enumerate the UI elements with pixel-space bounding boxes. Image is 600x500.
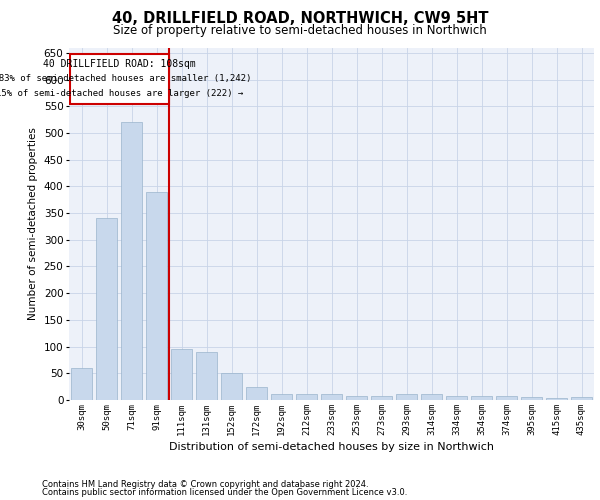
Bar bbox=[121, 122, 142, 400]
Text: Contains public sector information licensed under the Open Government Licence v3: Contains public sector information licen… bbox=[42, 488, 407, 497]
Y-axis label: Number of semi-detached properties: Number of semi-detached properties bbox=[28, 128, 38, 320]
Bar bbox=[296, 394, 317, 400]
Bar bbox=[571, 397, 592, 400]
Bar bbox=[371, 396, 392, 400]
Text: Size of property relative to semi-detached houses in Northwich: Size of property relative to semi-detach… bbox=[113, 24, 487, 37]
Bar bbox=[521, 398, 542, 400]
Bar bbox=[496, 396, 517, 400]
Bar bbox=[246, 386, 267, 400]
Bar bbox=[271, 394, 292, 400]
Text: Contains HM Land Registry data © Crown copyright and database right 2024.: Contains HM Land Registry data © Crown c… bbox=[42, 480, 368, 489]
FancyBboxPatch shape bbox=[70, 54, 169, 104]
Text: ← 83% of semi-detached houses are smaller (1,242): ← 83% of semi-detached houses are smalle… bbox=[0, 74, 251, 83]
Bar bbox=[96, 218, 117, 400]
Bar bbox=[146, 192, 167, 400]
Bar bbox=[421, 394, 442, 400]
Bar bbox=[71, 368, 92, 400]
Bar bbox=[396, 394, 417, 400]
Text: 40, DRILLFIELD ROAD, NORTHWICH, CW9 5HT: 40, DRILLFIELD ROAD, NORTHWICH, CW9 5HT bbox=[112, 11, 488, 26]
Text: 15% of semi-detached houses are larger (222) →: 15% of semi-detached houses are larger (… bbox=[0, 89, 243, 98]
Bar bbox=[171, 350, 192, 400]
Bar bbox=[446, 396, 467, 400]
Bar bbox=[471, 396, 492, 400]
Bar bbox=[196, 352, 217, 400]
Text: 40 DRILLFIELD ROAD: 108sqm: 40 DRILLFIELD ROAD: 108sqm bbox=[43, 59, 196, 69]
Bar bbox=[346, 396, 367, 400]
X-axis label: Distribution of semi-detached houses by size in Northwich: Distribution of semi-detached houses by … bbox=[169, 442, 494, 452]
Bar bbox=[546, 398, 567, 400]
Bar bbox=[321, 394, 342, 400]
Bar bbox=[221, 374, 242, 400]
